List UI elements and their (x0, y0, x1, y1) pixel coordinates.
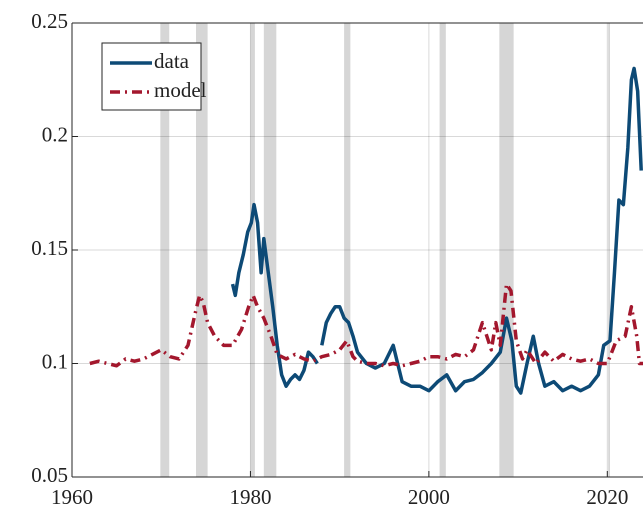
recession-shade (160, 23, 170, 477)
y-tick-label: 0.2 (42, 122, 68, 146)
legend: data model (101, 42, 207, 111)
y-tick-label: 0.25 (31, 9, 68, 33)
y-tick-label: 0.1 (42, 349, 68, 373)
x-tick-label: 2020 (586, 485, 628, 509)
recession-shade (344, 23, 351, 477)
recession-shade (196, 23, 208, 477)
x-tick-label: 1980 (229, 485, 271, 509)
y-tick-label: 0.15 (31, 236, 68, 260)
x-tick-label: 2000 (408, 485, 450, 509)
legend-box (101, 42, 202, 111)
series-line (230, 66, 643, 395)
x-tick-label: 1960 (51, 485, 93, 509)
recession-shade (250, 23, 255, 477)
series-line (89, 282, 643, 368)
recession-shade (263, 23, 277, 477)
legend-label: data (154, 49, 190, 73)
recession-shade (608, 23, 610, 477)
recession-shade (499, 23, 514, 477)
y-tick-label: 0.05 (31, 463, 68, 487)
legend-label: model (154, 78, 207, 102)
recession-shade (439, 23, 446, 477)
